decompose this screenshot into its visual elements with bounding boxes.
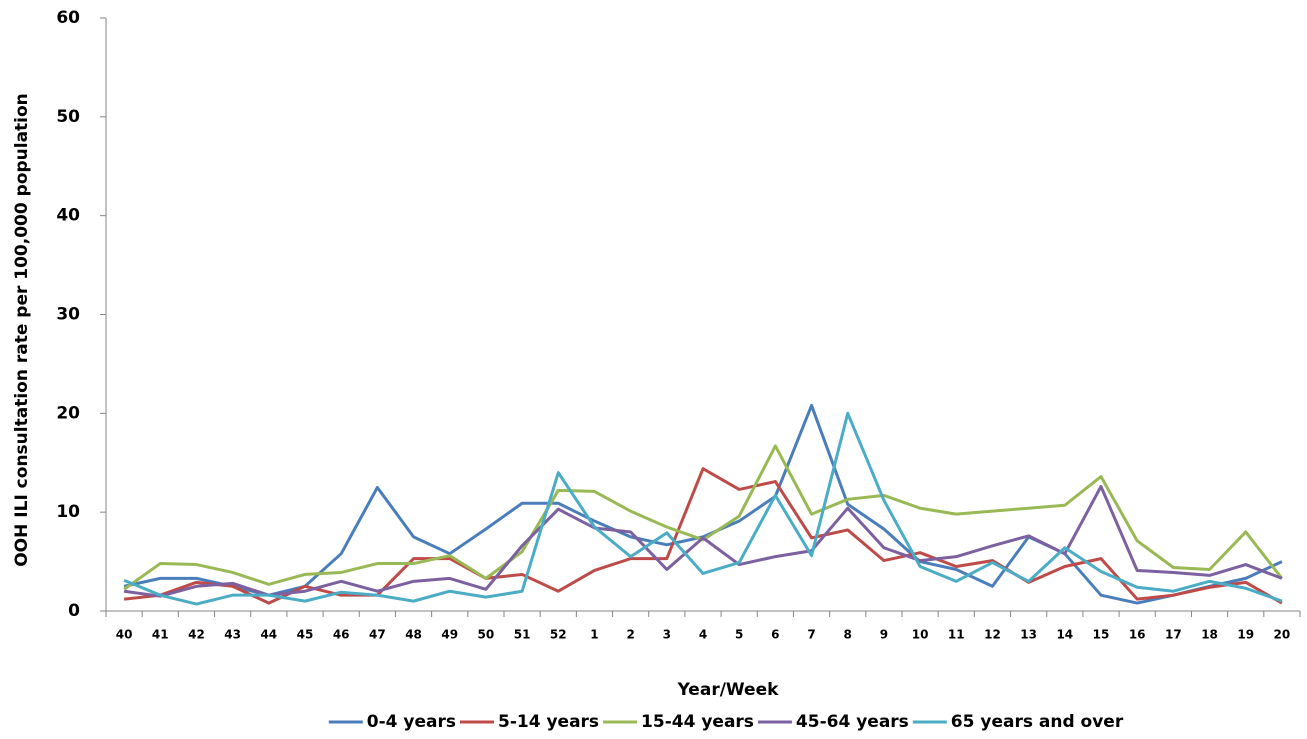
x-tick-label: 7 xyxy=(807,628,815,642)
x-axis-label: Year/Week xyxy=(677,680,780,700)
x-tick-label: 49 xyxy=(441,628,458,642)
x-tick-label: 5 xyxy=(735,628,743,642)
y-tick-label: 30 xyxy=(56,305,80,325)
legend: 0-4 years 5-14 years 15-44 years 45-64 year… xyxy=(328,712,1124,732)
legend-label: 45-64 years xyxy=(796,712,909,732)
x-tick-label: 1 xyxy=(590,628,598,642)
x-tick-label: 45 xyxy=(297,628,314,642)
legend-label: 5-14 years xyxy=(498,712,599,732)
legend-label: 65 years and over xyxy=(951,712,1124,732)
x-tick-label: 19 xyxy=(1237,628,1254,642)
x-tick-label: 2 xyxy=(626,628,634,642)
y-tick-label: 10 xyxy=(56,502,80,522)
x-tick-label: 14 xyxy=(1056,628,1073,642)
x-tick-label: 52 xyxy=(550,628,567,642)
x-tick-label: 42 xyxy=(188,628,205,642)
y-tick-label: 60 xyxy=(56,8,80,28)
x-tick-label: 41 xyxy=(152,628,169,642)
x-tick-label: 8 xyxy=(844,628,852,642)
x-tick-label: 44 xyxy=(260,628,277,642)
x-tick-label: 15 xyxy=(1093,628,1110,642)
y-axis-label: OOH ILI consultation rate per 100,000 po… xyxy=(12,93,32,567)
x-tick-label: 11 xyxy=(948,628,965,642)
y-tick-label: 0 xyxy=(68,601,80,621)
x-tick-label: 46 xyxy=(333,628,350,642)
y-tick-label: 40 xyxy=(56,206,80,226)
x-tick-label: 16 xyxy=(1129,628,1146,642)
series-line xyxy=(123,484,1283,598)
y-tick-label: 20 xyxy=(56,403,80,423)
x-tick-label: 20 xyxy=(1274,628,1291,642)
x-tick-label: 50 xyxy=(478,628,495,642)
x-tick-label: 43 xyxy=(224,628,241,642)
series-line xyxy=(123,411,1283,606)
x-tick-label: 10 xyxy=(912,628,929,642)
x-tick-label: 18 xyxy=(1201,628,1218,642)
x-tick-label: 3 xyxy=(663,628,671,642)
x-tick-label: 17 xyxy=(1165,628,1182,642)
x-tick-label: 51 xyxy=(514,628,531,642)
x-tick-label: 6 xyxy=(771,628,779,642)
x-tick-label: 9 xyxy=(880,628,888,642)
y-tick-label: 50 xyxy=(56,107,80,127)
x-tick-label: 12 xyxy=(984,628,1001,642)
legend-label: 0-4 years xyxy=(367,712,456,732)
x-tick-label: 4 xyxy=(699,628,707,642)
x-tick-label: 13 xyxy=(1020,628,1037,642)
x-tick-label: 40 xyxy=(116,628,133,642)
x-tick-label: 48 xyxy=(405,628,422,642)
x-tick-label: 47 xyxy=(369,628,386,642)
legend-label: 15-44 years xyxy=(641,712,754,732)
